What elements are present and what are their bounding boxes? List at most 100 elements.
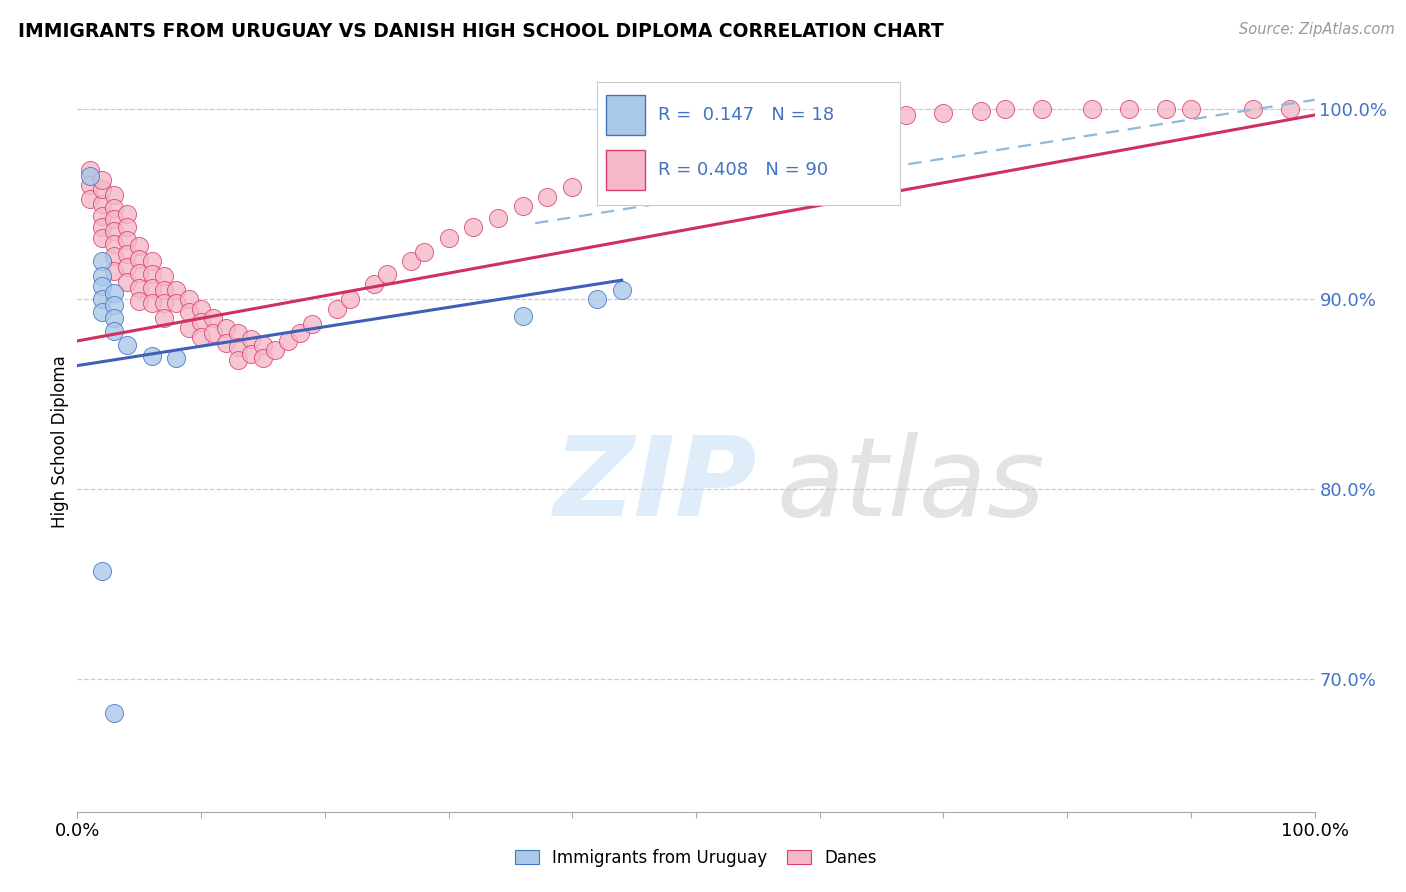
Point [165, 296, 187, 310]
Point [141, 268, 163, 282]
Point [1031, 103, 1053, 117]
Point [177, 305, 200, 319]
Point [463, 220, 485, 235]
Point [115, 275, 138, 289]
Point [115, 337, 138, 351]
Point [586, 292, 609, 306]
Point [153, 311, 176, 326]
Point [190, 301, 212, 316]
Point [91, 269, 114, 284]
Point [91, 292, 114, 306]
Point [437, 231, 460, 245]
Point [153, 269, 176, 284]
Text: IMMIGRANTS FROM URUGUAY VS DANISH HIGH SCHOOL DIPLOMA CORRELATION CHART: IMMIGRANTS FROM URUGUAY VS DANISH HIGH S… [18, 22, 943, 41]
Point [202, 326, 225, 341]
Text: ZIP: ZIP [554, 433, 758, 540]
Point [226, 352, 249, 367]
Point [91, 220, 114, 235]
Point [103, 201, 125, 215]
Point [91, 182, 114, 196]
Point [103, 237, 125, 252]
Point [277, 334, 299, 348]
Point [870, 110, 893, 124]
Point [1278, 103, 1301, 117]
Point [115, 220, 138, 235]
Point [834, 113, 856, 128]
Point [401, 254, 423, 268]
Point [103, 224, 125, 238]
Point [141, 296, 163, 310]
Point [115, 207, 138, 221]
Point [103, 212, 125, 227]
Point [103, 298, 125, 312]
Point [969, 104, 991, 119]
Point [1180, 103, 1202, 117]
Point [561, 180, 583, 194]
Point [672, 148, 695, 162]
Point [103, 286, 125, 301]
Point [1241, 103, 1264, 117]
Point [141, 349, 163, 363]
Point [141, 254, 163, 268]
Point [79, 169, 101, 183]
Point [610, 283, 633, 297]
Point [301, 317, 323, 331]
Point [115, 260, 138, 274]
Point [91, 209, 114, 223]
Point [91, 278, 114, 293]
Point [91, 254, 114, 268]
Point [252, 351, 274, 365]
Point [91, 172, 114, 186]
Point [165, 351, 187, 365]
Point [91, 197, 114, 211]
Point [226, 340, 249, 354]
Point [177, 292, 200, 306]
Point [215, 320, 238, 334]
Point [103, 263, 125, 277]
Point [91, 231, 114, 245]
Point [79, 163, 101, 178]
Point [115, 246, 138, 260]
Point [1081, 103, 1104, 117]
Y-axis label: High School Diploma: High School Diploma [51, 355, 69, 528]
Point [326, 301, 349, 316]
Point [141, 281, 163, 295]
Point [128, 266, 150, 280]
Point [721, 135, 744, 149]
Legend: Immigrants from Uruguay, Danes: Immigrants from Uruguay, Danes [509, 842, 883, 874]
Point [103, 187, 125, 202]
Point [91, 564, 114, 578]
Point [375, 268, 398, 282]
Point [598, 169, 620, 183]
Point [412, 244, 434, 259]
Point [486, 211, 509, 225]
Point [190, 315, 212, 329]
Point [1154, 103, 1177, 117]
Point [128, 294, 150, 309]
Point [177, 320, 200, 334]
Point [91, 305, 114, 319]
Point [153, 296, 176, 310]
Point [128, 281, 150, 295]
Point [636, 159, 658, 173]
Point [994, 103, 1017, 117]
Point [103, 706, 125, 720]
Point [190, 330, 212, 344]
Point [153, 283, 176, 297]
Point [103, 248, 125, 262]
Point [783, 121, 806, 136]
Point [512, 310, 534, 324]
Point [252, 337, 274, 351]
Point [202, 311, 225, 326]
Point [759, 127, 782, 141]
Point [896, 108, 918, 122]
Point [685, 144, 707, 158]
Point [115, 233, 138, 247]
Point [264, 343, 287, 358]
Point [536, 189, 558, 203]
Point [79, 192, 101, 206]
Point [215, 335, 238, 350]
Point [79, 178, 101, 193]
Point [363, 277, 385, 291]
Point [128, 252, 150, 267]
